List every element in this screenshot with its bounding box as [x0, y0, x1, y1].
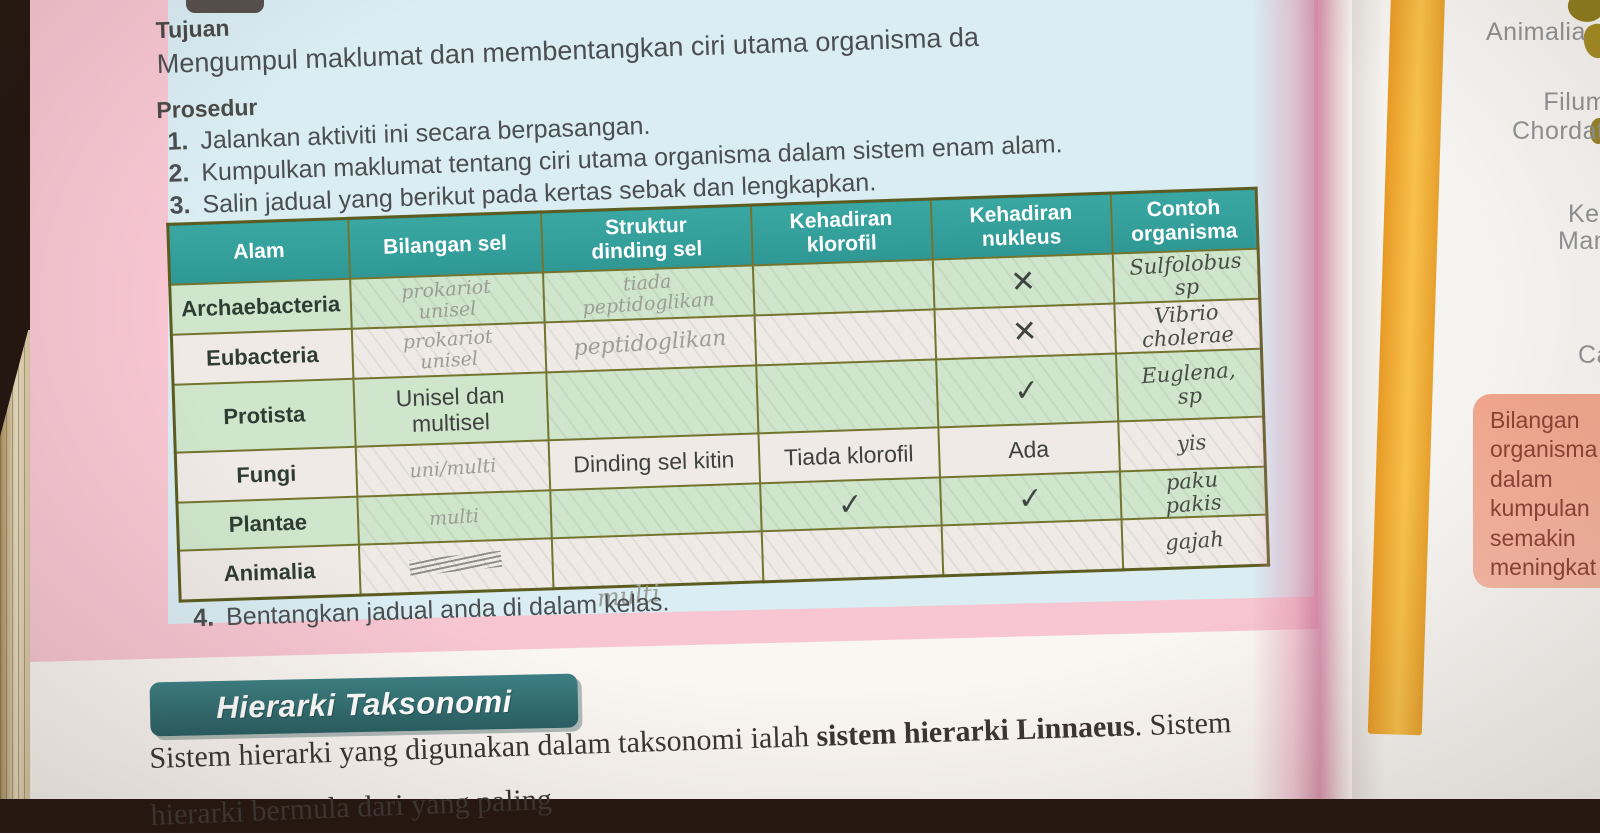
step-3-number: 3.: [169, 191, 191, 220]
handwritten-bilangan-plantae: multi: [428, 504, 480, 530]
next-page-label-filum-chordata: Filum Chordata: [1512, 88, 1600, 145]
paragraph-text: . Sistem: [1134, 706, 1232, 743]
header-contoh-organisma: Contoh organisma: [1110, 188, 1259, 254]
next-page-label-ca-fragment: Ca: [1578, 341, 1600, 369]
scribbled-out-word: [409, 551, 503, 577]
header-bilangan-sel: Bilangan sel: [347, 211, 543, 279]
handwritten-bilangan-eubacteria: prokariot unisel: [402, 325, 494, 374]
handwritten-contoh-fungi: yis: [1175, 430, 1207, 457]
empty-cell: [761, 525, 943, 582]
handwritten-bilangan-archaebacteria: prokariot unisel: [400, 275, 492, 324]
handwritten-check-mark: ✓: [836, 486, 865, 523]
activity-content: Tujuan Mengumpul maklumat dan membentang…: [149, 0, 1326, 669]
hierarki-taksonomi-label: Hierarki Taksonomi: [215, 683, 513, 726]
row-label-animalia: Animalia: [178, 544, 361, 601]
handwritten-struktur-archaebacteria: tiada peptidoglikan: [582, 270, 716, 320]
next-page-label-kelas-fragment: Kela: [1568, 200, 1600, 228]
handwritten-contoh-plantae: paku pakis: [1164, 467, 1223, 518]
hierarki-taksonomi-heading: Hierarki Taksonomi: [149, 673, 579, 737]
empty-cell: [941, 519, 1123, 576]
tujuan-heading: Tujuan: [155, 14, 230, 44]
printed-struktur-fungi: Dinding sel kitin: [572, 445, 735, 478]
row-label-fungi: Fungi: [175, 446, 357, 503]
handwritten-struktur-eubacteria: peptidoglikan: [572, 325, 728, 362]
next-page-image-fragment: [1590, 118, 1600, 144]
handwritten-x-mark: ✕: [1010, 313, 1039, 350]
handwritten-contoh-protista: Euglena, sp: [1140, 357, 1237, 409]
row-label-archaebacteria: Archaebacteria: [169, 278, 352, 335]
empty-cell: [754, 309, 936, 366]
empty-cell: [752, 259, 934, 316]
classification-table: Alam Bilangan sel Struktur dinding sel K…: [166, 186, 1271, 603]
next-page-note-box: Bilangan organisma dalam kumpulan semaki…: [1473, 394, 1600, 588]
printed-bilangan-protista: Unisel dan multisel: [395, 381, 505, 437]
step-2-number: 2.: [168, 159, 190, 188]
prosedur-heading: Prosedur: [155, 93, 258, 124]
cropped-photo-edge: [186, 0, 264, 13]
note-box-text: Bilangan organisma dalam kumpulan semaki…: [1490, 407, 1598, 581]
next-page-label-animalia: Animalia: [1486, 18, 1586, 46]
header-kehadiran-klorofil: Kehadiran klorofil: [750, 199, 933, 266]
row-label-eubacteria: Eubacteria: [171, 328, 353, 385]
handwritten-contoh-archaebacteria: Sulfolobus sp: [1128, 248, 1242, 300]
empty-cell: [545, 365, 758, 441]
tujuan-text: Mengumpul maklumat dan membentangkan cir…: [156, 21, 980, 80]
header-kehadiran-nukleus: Kehadiran nukleus: [930, 193, 1113, 260]
handwritten-x-mark: ✕: [1009, 263, 1037, 300]
row-label-plantae: Plantae: [176, 496, 359, 551]
header-alam: Alam: [167, 218, 350, 285]
empty-cell: [549, 483, 762, 539]
empty-cell: [755, 359, 938, 434]
step-1-number: 1.: [167, 127, 189, 156]
handwritten-contoh-eubacteria: Vibrio cholerae: [1141, 299, 1235, 353]
handwritten-check-mark: ✓: [1012, 372, 1041, 409]
printed-nukleus-fungi: Ada: [1007, 435, 1050, 463]
handwritten-bilangan-fungi: uni/multi: [408, 454, 497, 482]
header-struktur-dinding-sel: Struktur dinding sel: [540, 205, 753, 273]
next-page-label-mammalia-fragment: Mam: [1558, 227, 1600, 255]
handwritten-check-mark: ✓: [1016, 480, 1044, 517]
handwritten-contoh-animalia: gajah: [1164, 527, 1225, 556]
printed-klorofil-fungi: Tiada klorofil: [783, 440, 914, 471]
step-4-number: 4.: [192, 603, 215, 633]
row-label-protista: Protista: [173, 378, 356, 453]
